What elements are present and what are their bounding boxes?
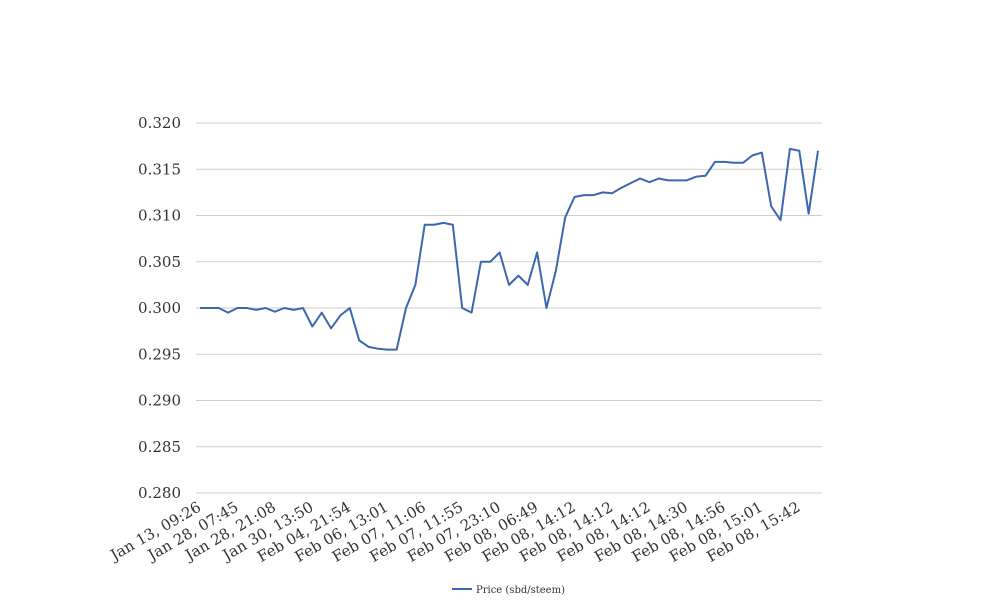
y-tick-label: 0.310 bbox=[138, 207, 181, 225]
legend-item: Price (sbd/steem) bbox=[452, 585, 565, 596]
legend-label: Price (sbd/steem) bbox=[476, 585, 565, 596]
y-tick-label: 0.295 bbox=[138, 345, 181, 363]
data-line bbox=[200, 147, 819, 351]
y-tick-label: 0.280 bbox=[138, 484, 181, 502]
y-tick-label: 0.305 bbox=[138, 253, 181, 271]
y-tick-label: 0.290 bbox=[138, 392, 181, 410]
y-tick-label: 0.300 bbox=[138, 299, 181, 317]
y-tick-label: 0.320 bbox=[138, 114, 181, 132]
y-tick-label: 0.285 bbox=[138, 438, 181, 456]
y-tick-label: 0.315 bbox=[138, 160, 181, 178]
